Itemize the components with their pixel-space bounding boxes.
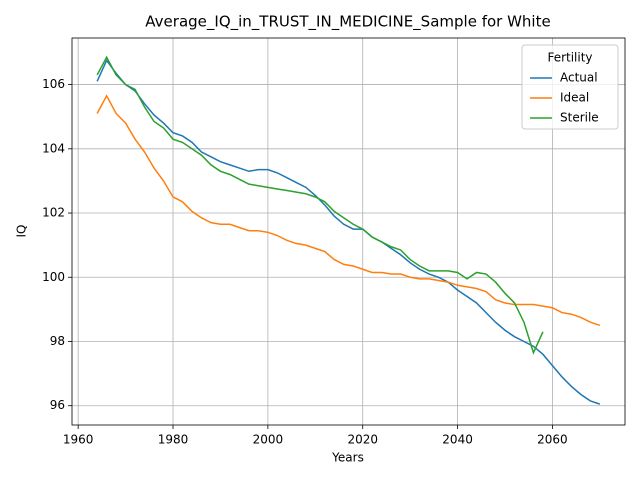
y-tick-label: 96 bbox=[50, 398, 65, 412]
legend-label: Sterile bbox=[560, 111, 599, 125]
legend-label: Ideal bbox=[560, 91, 589, 105]
x-tick-label: 2000 bbox=[253, 433, 284, 447]
x-tick-label: 2020 bbox=[347, 433, 378, 447]
y-tick-label: 102 bbox=[42, 206, 65, 220]
plot-frame bbox=[71, 37, 626, 426]
y-tick-label: 98 bbox=[50, 334, 65, 348]
legend-title: Fertility bbox=[547, 51, 592, 65]
y-tick-label: 104 bbox=[42, 141, 65, 155]
x-axis-label: Years bbox=[331, 451, 364, 465]
legend-box bbox=[521, 44, 619, 130]
x-tick-label: 1960 bbox=[63, 433, 94, 447]
y-axis-label: IQ bbox=[15, 225, 29, 238]
x-tick-label: 1980 bbox=[158, 433, 189, 447]
x-tick-label: 2040 bbox=[442, 433, 473, 447]
y-tick-label: 106 bbox=[42, 77, 65, 91]
line-series bbox=[96, 55, 544, 355]
legend-label: Actual bbox=[560, 71, 598, 85]
x-tick-label: 2060 bbox=[537, 433, 568, 447]
line-series bbox=[96, 59, 601, 405]
chart-title: Average_IQ_in_TRUST_IN_MEDICINE_Sample f… bbox=[145, 13, 550, 32]
y-tick-label: 100 bbox=[42, 270, 65, 284]
